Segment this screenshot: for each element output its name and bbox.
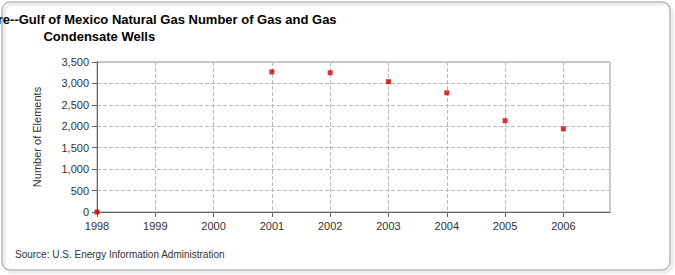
svg-text:3,500: 3,500 bbox=[61, 56, 89, 68]
svg-text:2004: 2004 bbox=[435, 220, 459, 232]
svg-text:2005: 2005 bbox=[493, 220, 517, 232]
svg-text:Annual Federal Offshore--Gulf: Annual Federal Offshore--Gulf of Mexico … bbox=[0, 12, 337, 27]
svg-text:2,500: 2,500 bbox=[61, 99, 89, 111]
svg-text:1999: 1999 bbox=[143, 220, 167, 232]
svg-text:2001: 2001 bbox=[260, 220, 284, 232]
svg-text:1,500: 1,500 bbox=[61, 142, 89, 154]
svg-text:Condensate Wells: Condensate Wells bbox=[40, 29, 155, 44]
svg-text:2002: 2002 bbox=[318, 220, 342, 232]
svg-text:500: 500 bbox=[71, 185, 89, 197]
svg-text:2006: 2006 bbox=[551, 220, 575, 232]
svg-text:2003: 2003 bbox=[376, 220, 400, 232]
svg-text:2000: 2000 bbox=[201, 220, 225, 232]
svg-text:Source: U.S. Energy Informatio: Source: U.S. Energy Information Administ… bbox=[15, 249, 225, 260]
svg-text:3,000: 3,000 bbox=[61, 77, 89, 89]
svg-text:0: 0 bbox=[83, 206, 89, 218]
svg-text:1,000: 1,000 bbox=[61, 163, 89, 175]
svg-text:Number of Elements: Number of Elements bbox=[31, 86, 43, 187]
svg-text:2,000: 2,000 bbox=[61, 120, 89, 132]
svg-text:1998: 1998 bbox=[85, 220, 109, 232]
